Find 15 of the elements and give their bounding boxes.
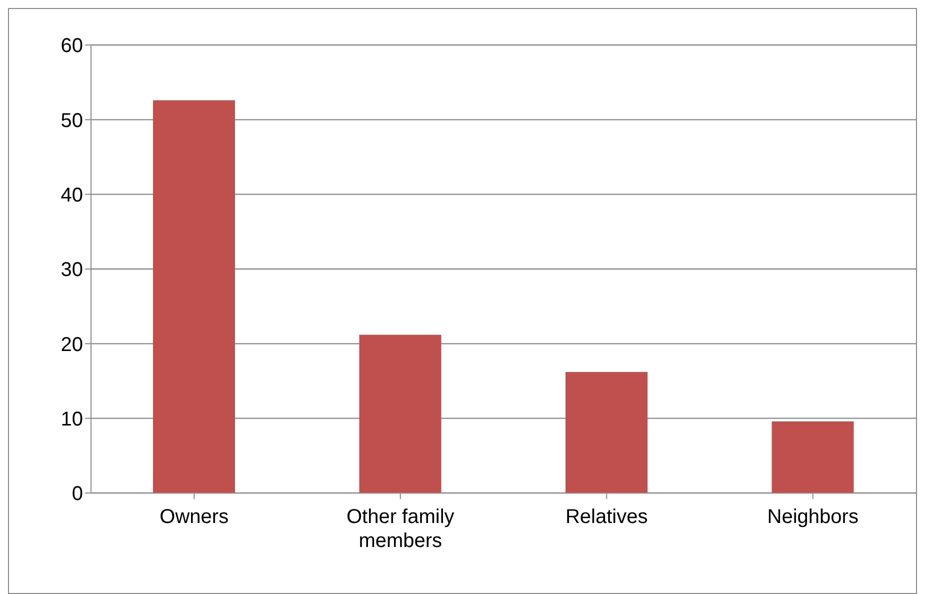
x-tick-label: Owners — [160, 506, 229, 528]
y-tick-label: 20 — [60, 334, 83, 356]
bar — [359, 334, 442, 493]
y-tick-label: 30 — [60, 259, 83, 282]
x-tick-label: Relatives — [565, 506, 648, 528]
x-tick-label: Neighbors — [767, 506, 858, 528]
y-tick-label: 60 — [60, 35, 83, 58]
x-tick-label: Other family members — [346, 506, 454, 552]
y-tick-label: 0 — [72, 483, 83, 506]
bar — [153, 100, 235, 493]
y-tick-label: 50 — [60, 110, 83, 132]
bar — [566, 372, 648, 493]
y-tick-label: 40 — [60, 184, 83, 206]
y-tick-label: 10 — [60, 408, 83, 430]
bar — [772, 421, 854, 493]
